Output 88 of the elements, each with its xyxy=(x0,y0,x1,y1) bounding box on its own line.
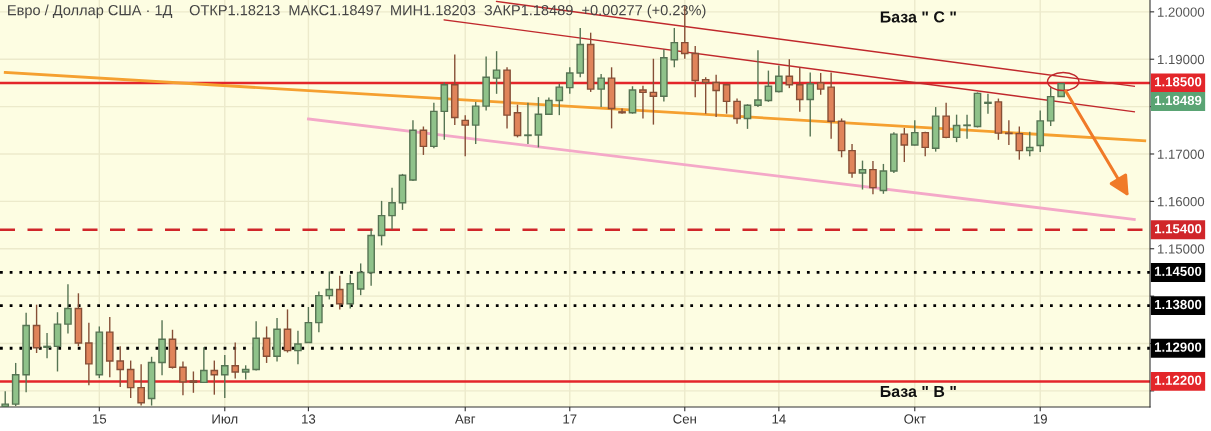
candlestick xyxy=(900,127,909,163)
candlestick xyxy=(879,163,888,195)
chart-title: Евро / Доллар США · 1Д xyxy=(8,4,173,19)
text: 1.18489 xyxy=(1155,95,1202,106)
candlestick xyxy=(984,93,992,115)
x-tick-label: Июл xyxy=(212,414,238,424)
candlestick xyxy=(126,359,135,399)
candlestick xyxy=(848,143,856,179)
candlestick xyxy=(419,125,428,156)
candlestick xyxy=(534,96,543,149)
x-tick-label: Авг xyxy=(454,414,476,424)
candlestick xyxy=(388,186,396,231)
candlestick xyxy=(524,102,532,145)
candlestick xyxy=(910,119,919,147)
candlestick xyxy=(64,283,72,335)
candlestick xyxy=(1005,119,1013,146)
candlestick xyxy=(137,363,145,407)
candlestick xyxy=(53,311,62,373)
candlestick xyxy=(816,72,825,96)
candlestick xyxy=(513,104,522,139)
candlestick xyxy=(597,73,605,108)
y-tick-label: 1.17000 xyxy=(1157,149,1205,159)
candlestick xyxy=(43,332,51,359)
candlestick xyxy=(116,345,125,388)
candlestick xyxy=(335,275,344,311)
candlestick xyxy=(461,114,470,158)
candlestick xyxy=(200,346,208,384)
candlestick xyxy=(806,71,815,138)
candlestick xyxy=(565,66,574,95)
y-tick-label: 1.15000 xyxy=(1157,244,1205,254)
candlestick xyxy=(649,58,658,126)
ref-line-label: 1.15400 xyxy=(1155,223,1202,234)
candlestick xyxy=(325,270,334,301)
candlestick xyxy=(722,83,731,115)
candlestick xyxy=(743,103,752,130)
ref-line-label: 1.13800 xyxy=(1155,299,1202,310)
x-tick-label: Сен xyxy=(673,414,696,424)
x-tick-label: Окт xyxy=(904,414,926,424)
candlestick xyxy=(712,74,720,118)
y-tick-label: 1.16000 xyxy=(1157,196,1205,207)
candlestick xyxy=(858,159,867,191)
x-tick-label: 15 xyxy=(92,414,107,424)
candlestick xyxy=(158,319,166,376)
candlestick xyxy=(210,359,219,396)
candlestick xyxy=(492,50,501,95)
candlestick xyxy=(32,303,41,354)
candlestick xyxy=(377,200,386,247)
x-tick-label: 17 xyxy=(563,414,577,424)
candlestick xyxy=(304,306,313,344)
candlestick xyxy=(1015,125,1024,161)
candlestick xyxy=(356,262,365,296)
candlestick xyxy=(471,101,480,145)
candlestick xyxy=(262,325,271,364)
candlestick xyxy=(189,370,198,394)
annotation: База " С " xyxy=(880,11,956,23)
ref-line-label: 1.14500 xyxy=(1155,266,1202,276)
candlestick xyxy=(942,102,950,140)
candlestick xyxy=(1025,131,1034,158)
candlestick xyxy=(283,308,292,354)
candlestick xyxy=(921,131,930,158)
candlestick xyxy=(775,64,783,94)
ref-line-label: 1.12200 xyxy=(1155,375,1202,385)
candlestick xyxy=(670,27,679,68)
candlestick xyxy=(639,85,647,120)
ref-line-label: 1.18500 xyxy=(1155,77,1202,87)
x-tick-label: 14 xyxy=(772,414,786,424)
candlestick xyxy=(220,354,229,399)
candlestick xyxy=(733,97,741,125)
candlestick xyxy=(179,360,187,396)
annotation: База " В " xyxy=(880,385,956,398)
candlestick xyxy=(628,85,637,115)
candlestick xyxy=(231,341,240,380)
candlestick xyxy=(795,66,804,113)
ref-line-label: 1.12900 xyxy=(1155,342,1202,352)
candlestick xyxy=(754,49,762,108)
y-tick-label: 1.20000 xyxy=(1157,7,1205,17)
candlestick xyxy=(346,274,355,310)
candlestick xyxy=(963,113,971,140)
x-tick-label: 13 xyxy=(302,414,316,424)
candlestick xyxy=(294,330,302,366)
candlestick xyxy=(869,160,877,195)
y-tick-label: 1.19000 xyxy=(1157,54,1205,65)
candlestick xyxy=(85,321,93,386)
candlestick xyxy=(555,83,564,116)
candlestick xyxy=(952,113,961,143)
candlestick xyxy=(701,76,710,115)
candlestick xyxy=(785,58,794,89)
x-tick-label: 19 xyxy=(1033,414,1047,424)
